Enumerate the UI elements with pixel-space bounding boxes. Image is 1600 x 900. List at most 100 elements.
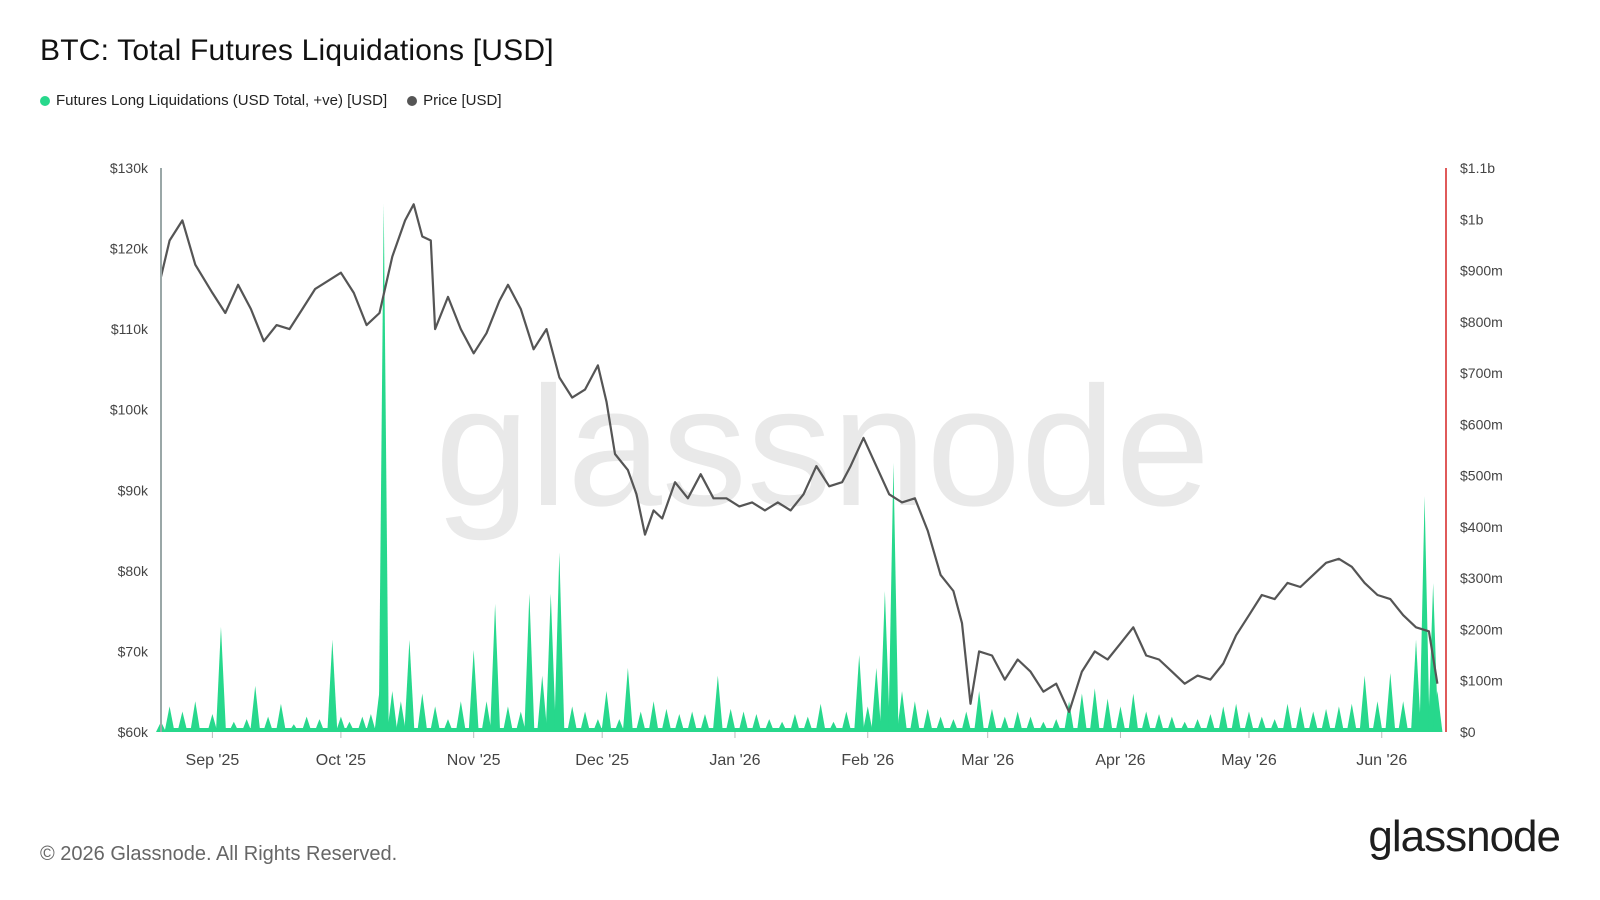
legend: Futures Long Liquidations (USD Total, +v… [40, 92, 522, 109]
liquidation-bar [502, 706, 513, 732]
liquidation-bar [177, 711, 188, 732]
liquidation-bar [554, 552, 565, 732]
liquidation-bar [207, 714, 218, 732]
copyright-text: © 2026 Glassnode. All Rights Reserved. [40, 843, 398, 865]
right-tick-label: $1b [1460, 211, 1484, 227]
liquidation-bar [1432, 690, 1443, 732]
liquidation-bar [674, 714, 685, 732]
right-tick-label: $800m [1460, 314, 1503, 330]
left-tick-label: $130k [110, 160, 149, 176]
liquidation-bar [1115, 706, 1126, 732]
liquidation-bar [1089, 688, 1100, 732]
x-tick-label: Apr '26 [1095, 752, 1145, 769]
liquidation-bar [275, 703, 286, 732]
liquidation-bar [854, 655, 865, 732]
liquidation-bar [725, 708, 736, 732]
liquidation-bar [404, 639, 415, 732]
liquidation-bar [738, 711, 749, 732]
left-tick-label: $110k [111, 321, 149, 337]
liquidation-bar [687, 711, 698, 732]
left-tick-label: $80k [118, 563, 149, 579]
liquidation-bar [481, 701, 492, 732]
x-tick-label: Jun '26 [1356, 752, 1407, 769]
liquidation-bar [580, 711, 591, 732]
x-tick-label: Jan '26 [709, 752, 760, 769]
x-tick-label: Mar '26 [961, 752, 1014, 769]
liquidation-bar [601, 690, 612, 732]
liquidation-bar [699, 714, 710, 732]
legend-item-liquidations[interactable]: Futures Long Liquidations (USD Total, +v… [40, 92, 387, 109]
liquidation-bar [1243, 711, 1254, 732]
liquidation-bar [661, 708, 672, 732]
liquidation-bar [515, 711, 526, 732]
liquidation-bar [841, 711, 852, 732]
left-axis-ticks: $130k $120k $110k $100k $90k $80k $70k $60k [110, 160, 149, 740]
right-tick-label: $100m [1460, 673, 1503, 689]
liquidation-bar [1359, 675, 1370, 732]
liquidation-bar [1141, 711, 1152, 732]
liquidation-bar [635, 711, 646, 732]
liquidation-bar [897, 690, 908, 732]
liquidation-bar [455, 701, 466, 732]
right-tick-label: $600m [1460, 416, 1503, 432]
liquidation-bar [250, 685, 261, 732]
liquidation-bar [1012, 711, 1023, 732]
x-tick-label: Oct '25 [316, 752, 366, 769]
left-tick-label: $120k [110, 241, 149, 257]
liquidation-bar [961, 711, 972, 732]
liquidation-bar [468, 649, 479, 732]
liquidation-bar [871, 667, 882, 732]
liquidation-bar [1372, 701, 1383, 732]
legend-item-price[interactable]: Price [USD] [407, 92, 502, 109]
x-tick-label: Sep '25 [186, 752, 240, 769]
right-tick-label: $1.1b [1460, 160, 1495, 176]
liquidation-bar [524, 593, 535, 732]
liquidation-bar [378, 203, 389, 732]
liquidation-bar [622, 667, 633, 732]
left-tick-label: $60k [118, 724, 149, 740]
liquidation-bar [751, 714, 762, 732]
right-tick-label: $300m [1460, 570, 1503, 586]
legend-dot-price [407, 95, 418, 106]
liquidation-bar [190, 701, 201, 732]
watermark: glassnode [435, 352, 1210, 542]
liquidation-bar [922, 708, 933, 732]
liquidation-bar [1154, 714, 1165, 732]
liquidation-bar [815, 703, 826, 732]
liquidation-bar [1128, 693, 1139, 732]
liquidation-bar [1282, 703, 1293, 732]
x-tick-label: May '26 [1221, 752, 1277, 769]
liquidation-bar [909, 701, 920, 732]
x-tick-label: Dec '25 [575, 752, 629, 769]
liquidation-bar [986, 708, 997, 732]
legend-label-price: Price [USD] [423, 92, 502, 109]
liquidation-bar [1346, 703, 1357, 732]
right-tick-label: $500m [1460, 468, 1503, 484]
x-tick-label: Nov '25 [447, 752, 501, 769]
liquidation-bar [1308, 711, 1319, 732]
liquidation-bar [712, 675, 723, 732]
liquidation-bar [395, 701, 406, 732]
liquidation-bar [1295, 706, 1306, 732]
liquidations-series [156, 203, 1443, 732]
liquidation-bar [1205, 714, 1216, 732]
right-tick-label: $0 [1460, 724, 1476, 740]
liquidation-bar [417, 693, 428, 732]
liquidation-bar [215, 626, 226, 732]
liquidation-bar [327, 639, 338, 732]
liquidation-bar [1333, 706, 1344, 732]
x-tick-label: Feb '26 [841, 752, 894, 769]
price-line [159, 203, 1439, 713]
left-tick-label: $90k [118, 482, 149, 498]
liquidation-bar [648, 701, 659, 732]
liquidation-bar [1385, 673, 1396, 732]
x-axis-ticks: Sep '25 Oct '25 Nov '25 Dec '25 Jan '26 Feb '… [186, 732, 1407, 769]
price-series [159, 203, 1439, 713]
liquidation-bar [862, 706, 873, 732]
liquidation-bar [789, 714, 800, 732]
liquidation-bar [430, 706, 441, 732]
liquidation-bar [1064, 701, 1075, 732]
liquidation-bar [567, 706, 578, 732]
right-tick-label: $900m [1460, 263, 1503, 279]
